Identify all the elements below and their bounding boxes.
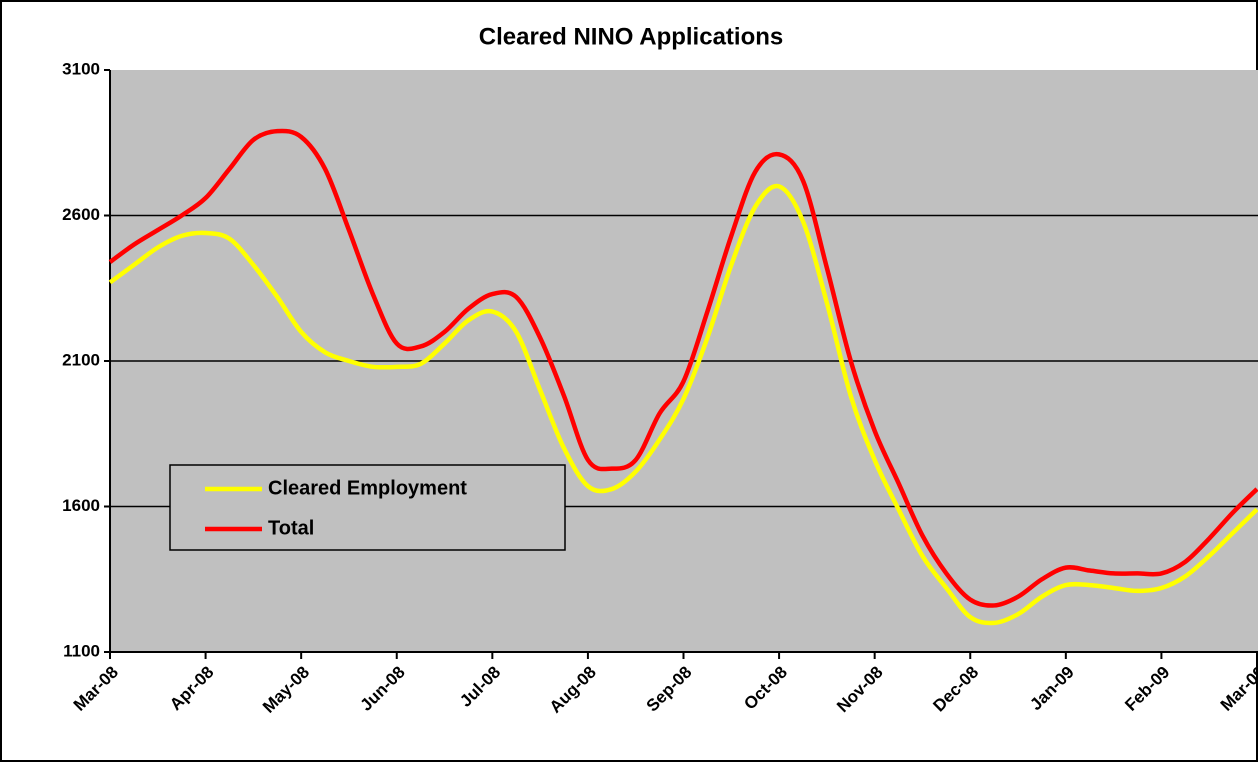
legend-box [169, 464, 566, 551]
y-tick-label: 1600 [62, 496, 100, 515]
y-tick-label: 2600 [62, 205, 100, 224]
series-line [108, 183, 1258, 626]
series-line [108, 128, 1258, 608]
y-tick-label: 1100 [63, 641, 100, 660]
y-tick-label: 2100 [62, 350, 100, 369]
legend-label: Cleared Employment [268, 477, 467, 499]
y-tick-label: 3100 [62, 59, 100, 78]
chart-title: Cleared NINO Applications [479, 23, 784, 50]
legend-label: Total [268, 517, 314, 539]
